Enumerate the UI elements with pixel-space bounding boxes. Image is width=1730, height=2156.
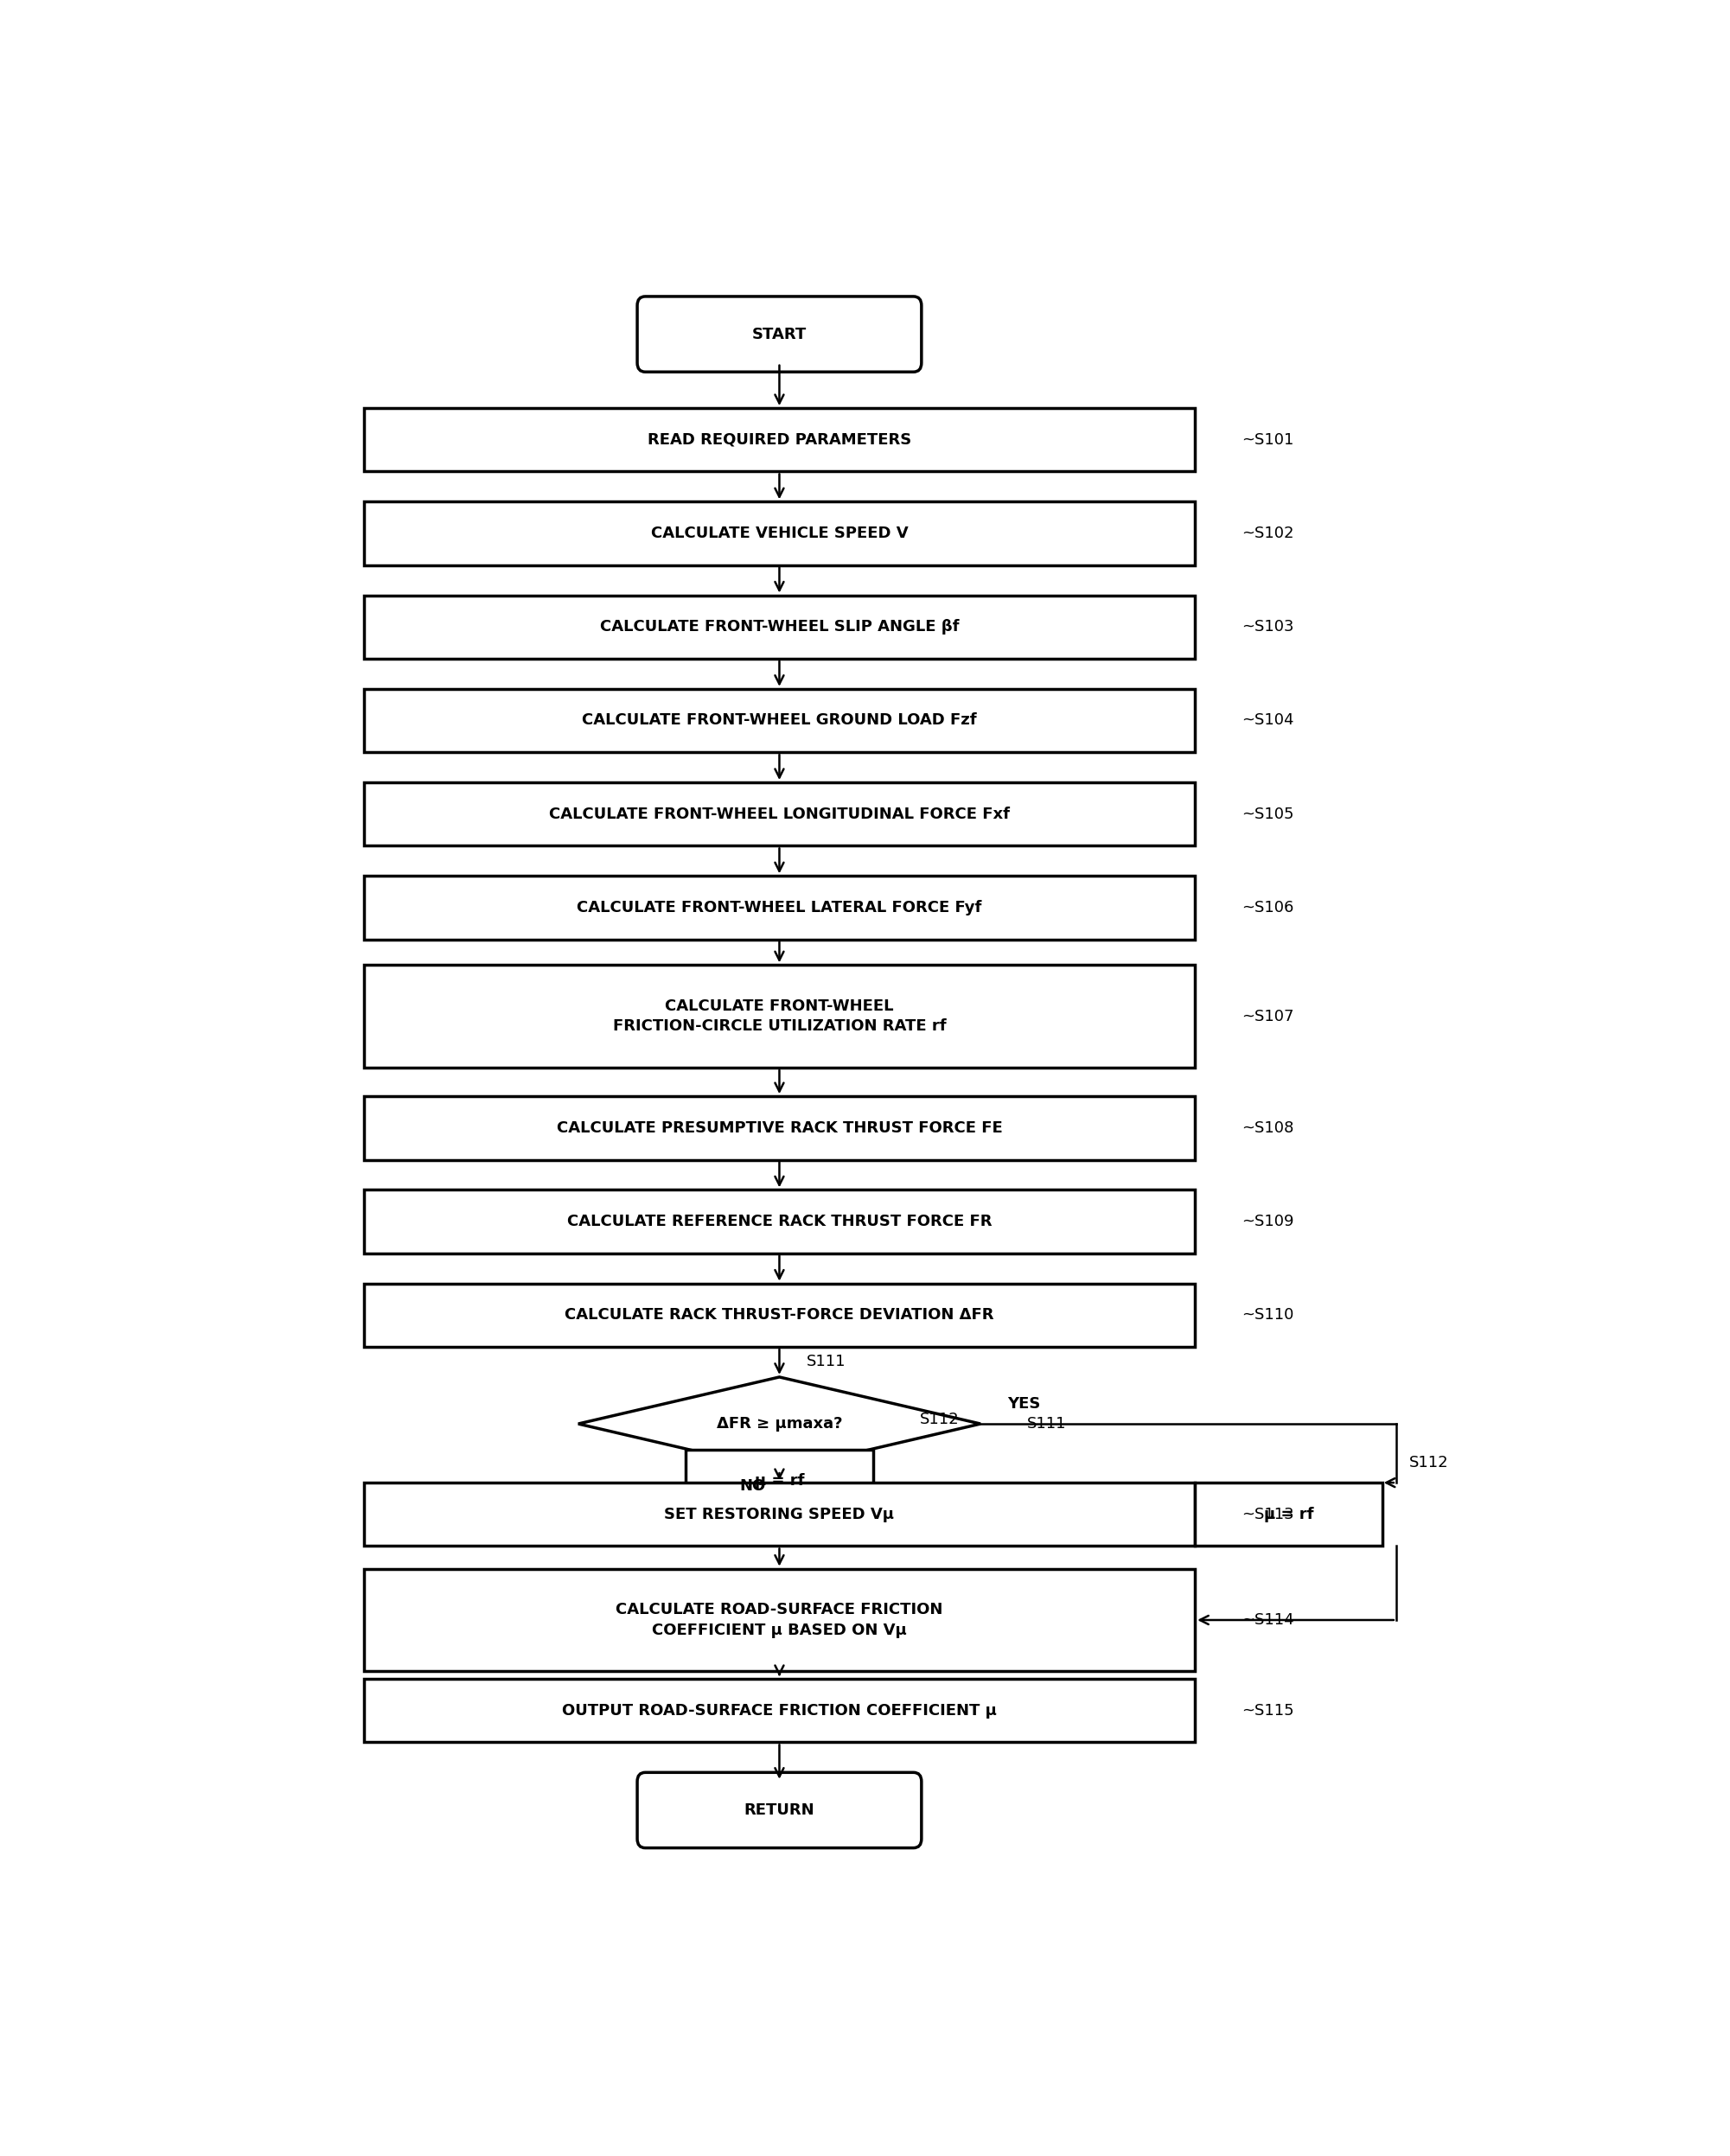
Text: S111: S111 bbox=[806, 1354, 846, 1369]
Text: ~S107: ~S107 bbox=[1242, 1009, 1294, 1024]
Text: S112: S112 bbox=[920, 1412, 960, 1427]
Text: CALCULATE FRONT-WHEEL LATERAL FORCE Fyf: CALCULATE FRONT-WHEEL LATERAL FORCE Fyf bbox=[576, 899, 983, 916]
Text: CALCULATE FRONT-WHEEL SLIP ANGLE βf: CALCULATE FRONT-WHEEL SLIP ANGLE βf bbox=[600, 619, 958, 634]
Text: μ = rf: μ = rf bbox=[754, 1473, 804, 1490]
Text: NO: NO bbox=[740, 1479, 766, 1494]
Text: ΔFR ≥ μmaxa?: ΔFR ≥ μmaxa? bbox=[716, 1416, 843, 1432]
Bar bbox=[1195, 1483, 1382, 1546]
Bar bbox=[363, 1483, 1195, 1546]
Bar bbox=[363, 595, 1195, 660]
Text: ~S106: ~S106 bbox=[1242, 899, 1294, 916]
Text: ~S109: ~S109 bbox=[1242, 1214, 1294, 1229]
Text: YES: YES bbox=[1007, 1397, 1040, 1412]
Bar bbox=[363, 1283, 1195, 1348]
Text: READ REQUIRED PARAMETERS: READ REQUIRED PARAMETERS bbox=[647, 431, 912, 448]
Text: ~S108: ~S108 bbox=[1242, 1121, 1294, 1136]
FancyBboxPatch shape bbox=[637, 298, 922, 373]
Polygon shape bbox=[578, 1378, 981, 1470]
Text: RETURN: RETURN bbox=[744, 1802, 815, 1818]
Text: OUTPUT ROAD-SURFACE FRICTION COEFFICIENT μ: OUTPUT ROAD-SURFACE FRICTION COEFFICIENT… bbox=[562, 1703, 996, 1718]
Bar bbox=[363, 783, 1195, 845]
Text: ~S115: ~S115 bbox=[1242, 1703, 1294, 1718]
Bar bbox=[363, 1570, 1195, 1671]
Text: CALCULATE PRESUMPTIVE RACK THRUST FORCE FE: CALCULATE PRESUMPTIVE RACK THRUST FORCE … bbox=[557, 1121, 1002, 1136]
Text: ~S102: ~S102 bbox=[1242, 526, 1294, 541]
Bar bbox=[363, 407, 1195, 472]
Text: CALCULATE FRONT-WHEEL
FRICTION-CIRCLE UTILIZATION RATE rf: CALCULATE FRONT-WHEEL FRICTION-CIRCLE UT… bbox=[612, 998, 946, 1035]
Text: ~S101: ~S101 bbox=[1242, 431, 1294, 448]
Text: ~S113: ~S113 bbox=[1242, 1507, 1294, 1522]
Bar bbox=[363, 1680, 1195, 1742]
Text: CALCULATE FRONT-WHEEL GROUND LOAD Fzf: CALCULATE FRONT-WHEEL GROUND LOAD Fzf bbox=[581, 714, 977, 729]
Text: μ = rf: μ = rf bbox=[1265, 1507, 1313, 1522]
Bar bbox=[363, 1097, 1195, 1160]
Text: S111: S111 bbox=[1028, 1416, 1067, 1432]
Bar bbox=[363, 502, 1195, 565]
Text: ~S114: ~S114 bbox=[1242, 1613, 1294, 1628]
Text: ~S105: ~S105 bbox=[1242, 806, 1294, 821]
Text: S112: S112 bbox=[1410, 1455, 1450, 1470]
Text: CALCULATE VEHICLE SPEED V: CALCULATE VEHICLE SPEED V bbox=[650, 526, 908, 541]
Text: START: START bbox=[753, 326, 806, 343]
Text: CALCULATE ROAD-SURFACE FRICTION
COEFFICIENT μ BASED ON Vμ: CALCULATE ROAD-SURFACE FRICTION COEFFICI… bbox=[616, 1602, 943, 1639]
Text: ~S104: ~S104 bbox=[1242, 714, 1294, 729]
Text: ~S110: ~S110 bbox=[1242, 1307, 1294, 1324]
Text: SET RESTORING SPEED Vμ: SET RESTORING SPEED Vμ bbox=[664, 1507, 894, 1522]
Text: ~S103: ~S103 bbox=[1242, 619, 1294, 634]
Bar bbox=[363, 1190, 1195, 1253]
Text: CALCULATE REFERENCE RACK THRUST FORCE FR: CALCULATE REFERENCE RACK THRUST FORCE FR bbox=[567, 1214, 991, 1229]
Text: CALCULATE FRONT-WHEEL LONGITUDINAL FORCE Fxf: CALCULATE FRONT-WHEEL LONGITUDINAL FORCE… bbox=[548, 806, 1010, 821]
FancyBboxPatch shape bbox=[637, 1772, 922, 1848]
Bar bbox=[363, 966, 1195, 1067]
Bar bbox=[363, 690, 1195, 752]
Bar bbox=[685, 1449, 874, 1514]
Bar bbox=[363, 875, 1195, 940]
Text: CALCULATE RACK THRUST-FORCE DEVIATION ΔFR: CALCULATE RACK THRUST-FORCE DEVIATION ΔF… bbox=[564, 1307, 995, 1324]
